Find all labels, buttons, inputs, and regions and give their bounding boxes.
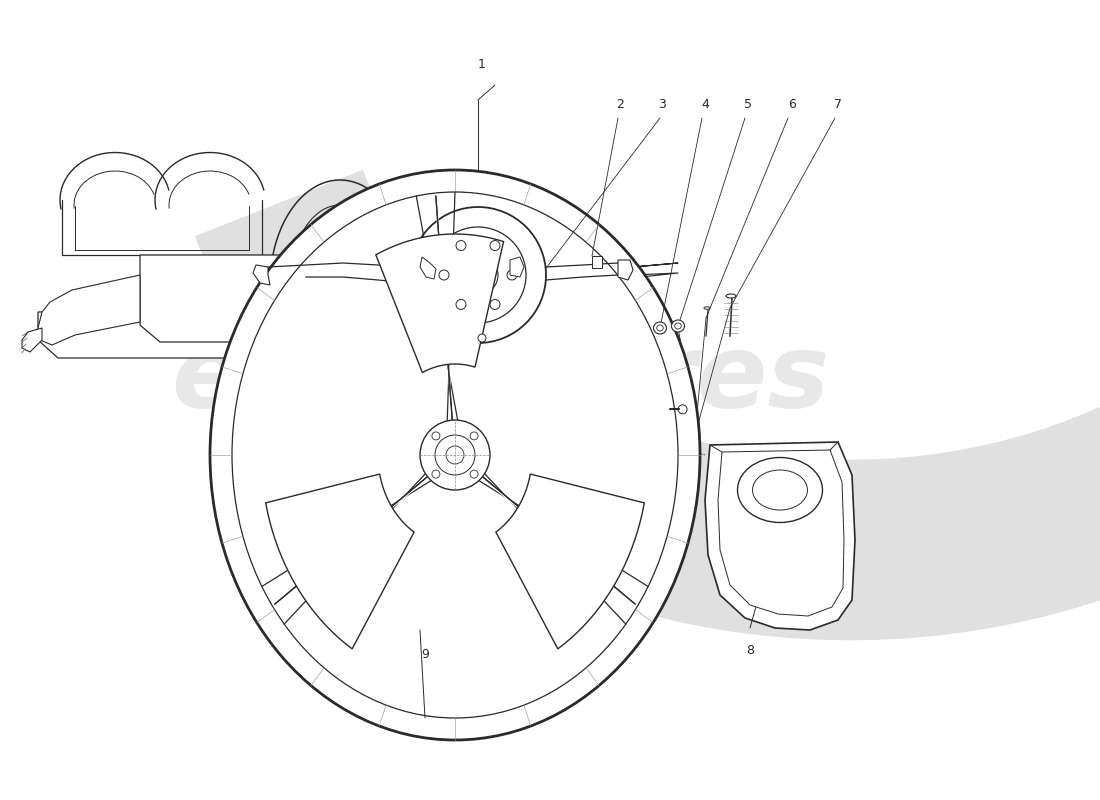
Circle shape (410, 207, 546, 343)
Circle shape (470, 470, 478, 478)
Polygon shape (39, 312, 305, 358)
Polygon shape (355, 302, 365, 315)
Polygon shape (420, 257, 436, 279)
Circle shape (478, 334, 486, 342)
Ellipse shape (657, 325, 663, 331)
Circle shape (439, 270, 449, 280)
Text: 4: 4 (701, 98, 708, 111)
Text: 5: 5 (744, 98, 752, 111)
Polygon shape (266, 474, 414, 649)
Ellipse shape (671, 320, 684, 332)
Polygon shape (618, 260, 632, 280)
Polygon shape (496, 474, 645, 649)
Polygon shape (140, 255, 280, 342)
Polygon shape (376, 234, 504, 373)
Ellipse shape (704, 306, 710, 310)
Polygon shape (22, 328, 42, 352)
Text: 1: 1 (478, 58, 486, 71)
Text: 2: 2 (616, 98, 624, 111)
Ellipse shape (210, 170, 700, 740)
Circle shape (507, 270, 517, 280)
Polygon shape (355, 285, 365, 300)
Circle shape (420, 420, 490, 490)
Text: eurospares: eurospares (170, 330, 829, 430)
Circle shape (434, 435, 475, 475)
Text: 6: 6 (788, 98, 796, 111)
Polygon shape (253, 265, 270, 285)
Polygon shape (592, 256, 602, 268)
Text: a passion for parts since 1985: a passion for parts since 1985 (384, 492, 656, 548)
Text: 9: 9 (421, 649, 429, 662)
Text: 8: 8 (746, 643, 754, 657)
Circle shape (456, 241, 466, 250)
Circle shape (470, 432, 478, 440)
Ellipse shape (653, 322, 667, 334)
Circle shape (490, 299, 500, 310)
Polygon shape (510, 257, 524, 277)
Polygon shape (705, 442, 855, 630)
Polygon shape (39, 275, 140, 345)
Ellipse shape (232, 192, 678, 718)
Circle shape (458, 255, 498, 295)
Ellipse shape (726, 294, 736, 298)
Ellipse shape (752, 470, 807, 510)
Circle shape (432, 432, 440, 440)
Circle shape (490, 241, 500, 250)
Circle shape (430, 227, 526, 323)
Circle shape (432, 470, 440, 478)
Circle shape (678, 405, 688, 414)
Ellipse shape (737, 458, 823, 522)
Polygon shape (305, 285, 328, 318)
Text: 7: 7 (834, 98, 842, 111)
Ellipse shape (674, 323, 681, 329)
Text: 3: 3 (658, 98, 666, 111)
Circle shape (456, 299, 466, 310)
Circle shape (446, 446, 464, 464)
Polygon shape (718, 450, 844, 616)
